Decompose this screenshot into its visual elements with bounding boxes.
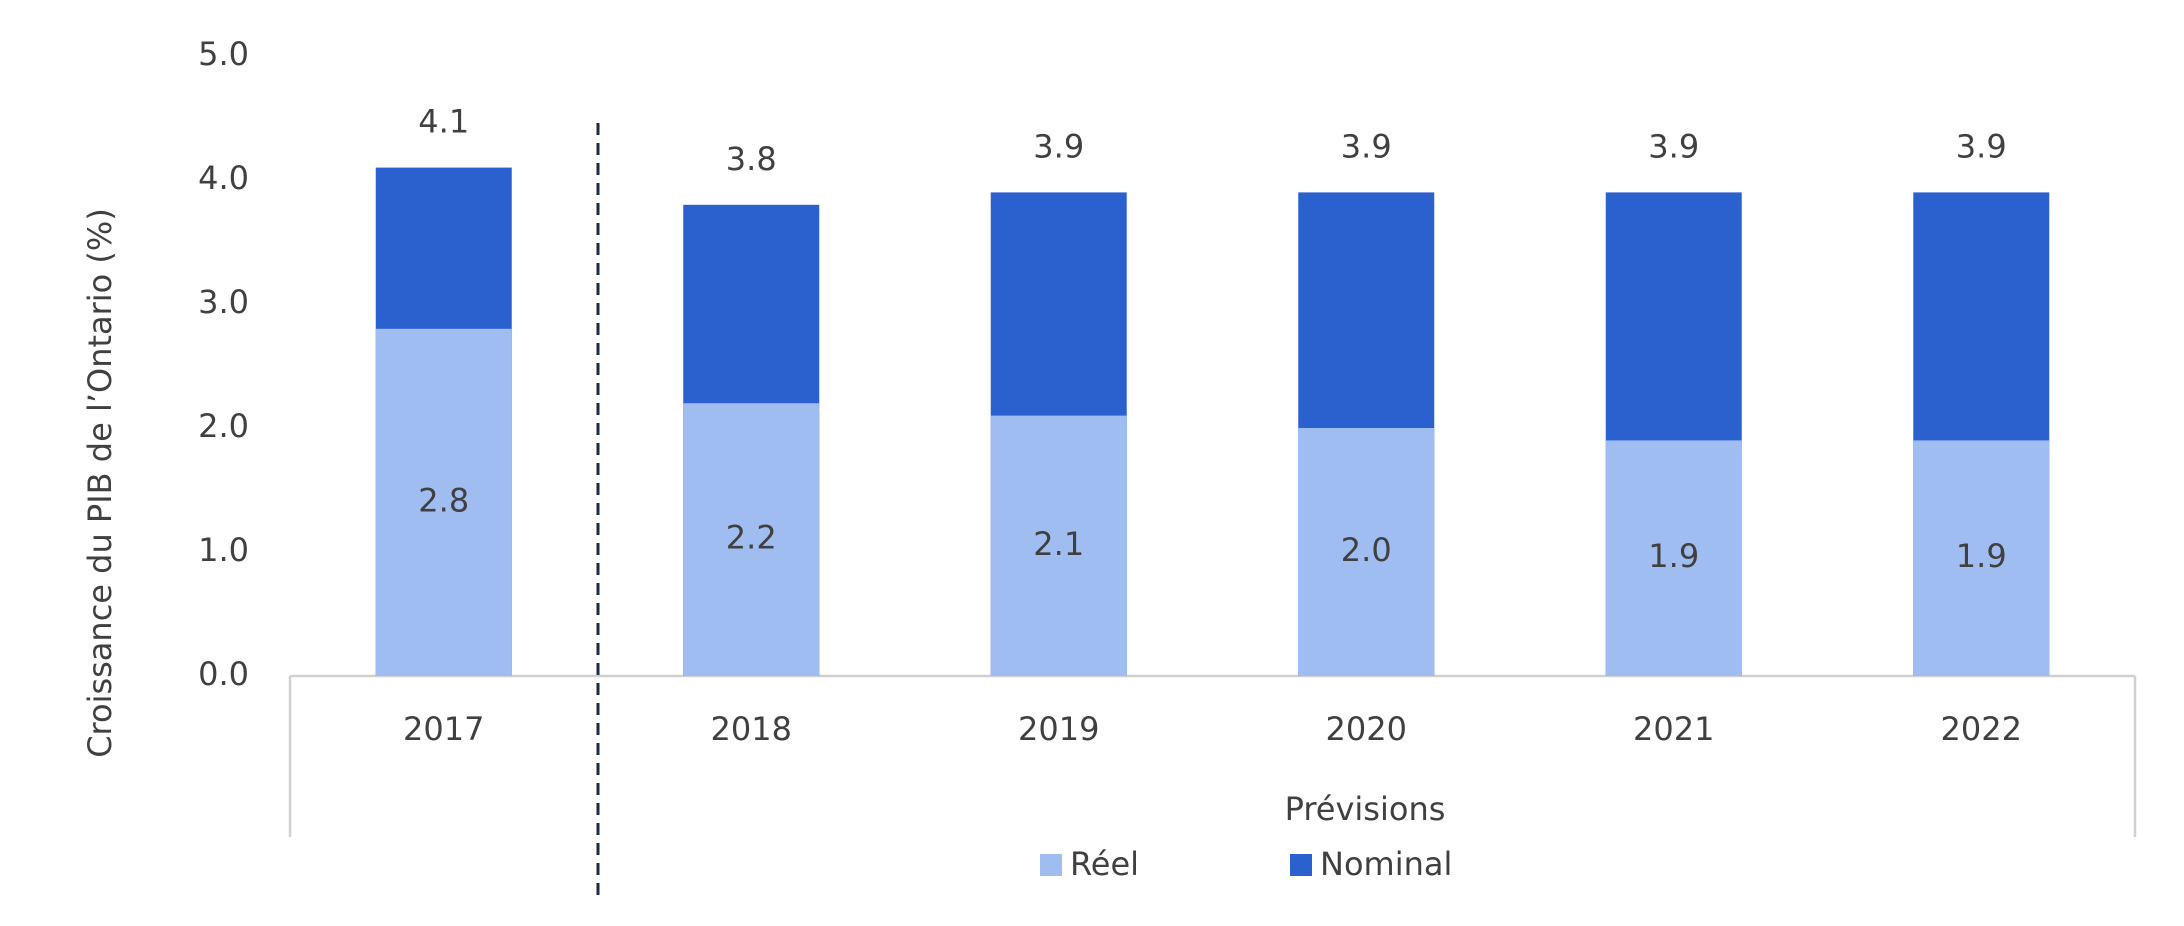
y-tick-label: 3.0 <box>198 283 249 321</box>
data-label: 2.2 <box>726 519 777 557</box>
legend-label: Réel <box>1070 845 1139 883</box>
data-label: 3.9 <box>1341 127 1392 165</box>
y-tick-label: 5.0 <box>198 35 249 73</box>
y-tick-label: 2.0 <box>198 407 249 445</box>
x-tick-label: 2017 <box>403 710 484 748</box>
x-tick-label: 2018 <box>711 710 792 748</box>
legend-swatch <box>1040 854 1062 876</box>
data-label: 3.9 <box>1033 127 1084 165</box>
data-label: 3.8 <box>726 140 777 178</box>
x-tick-label: 2020 <box>1326 710 1407 748</box>
data-label: 3.9 <box>1648 127 1699 165</box>
data-label: 4.1 <box>418 103 469 141</box>
bar <box>1605 440 1742 676</box>
data-label: 2.8 <box>418 481 469 519</box>
y-axis-label: Croissance du PIB de l’Ontario (%) <box>81 208 119 758</box>
y-tick-label: 0.0 <box>198 655 249 693</box>
bar <box>375 328 512 676</box>
bar <box>683 403 820 676</box>
legend-swatch <box>1290 854 1312 876</box>
x-tick-label: 2021 <box>1633 710 1714 748</box>
y-tick-label: 1.0 <box>198 531 249 569</box>
forecast-annotation: Prévisions <box>1285 790 1446 828</box>
data-label: 1.9 <box>1648 537 1699 575</box>
data-label: 1.9 <box>1956 537 2007 575</box>
y-tick-label: 4.0 <box>198 159 249 197</box>
bar <box>990 415 1127 676</box>
x-tick-label: 2022 <box>1941 710 2022 748</box>
legend-label: Nominal <box>1320 845 1452 883</box>
data-label: 3.9 <box>1956 127 2007 165</box>
data-label: 2.1 <box>1033 525 1084 563</box>
bar <box>1913 440 2050 676</box>
data-label: 2.0 <box>1341 531 1392 569</box>
x-tick-label: 2019 <box>1018 710 1099 748</box>
bar <box>1298 428 1435 676</box>
